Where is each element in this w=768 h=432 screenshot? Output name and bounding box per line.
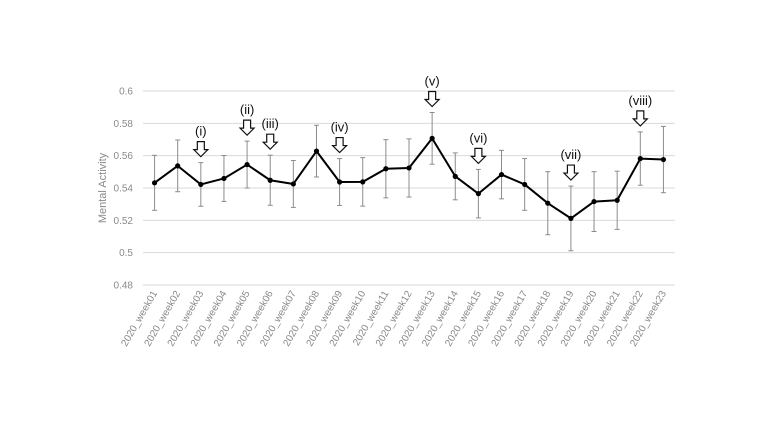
down-arrow-icon	[423, 90, 441, 108]
down-arrow-icon	[469, 147, 487, 165]
y-tick-label: 0.5	[119, 248, 133, 259]
data-point	[313, 148, 320, 154]
data-point	[614, 197, 620, 203]
data-point	[452, 173, 458, 179]
data-point	[290, 181, 296, 187]
y-tick-label: 0.48	[114, 281, 134, 292]
down-arrow-icon	[331, 136, 349, 154]
y-tick-label: 0.54	[114, 184, 134, 195]
data-point	[637, 155, 643, 162]
data-point	[198, 181, 204, 188]
y-axis: 0.48 0.5 0.52 0.54 0.56 0.58 0.6	[114, 87, 134, 292]
annotation-label: (vii)	[560, 147, 581, 162]
annotation-label: (i)	[195, 124, 207, 139]
data-point	[151, 180, 158, 186]
data-point	[360, 179, 366, 185]
y-tick-label: 0.6	[119, 87, 133, 98]
annotation-label: (iii)	[262, 116, 279, 131]
annotation-label: (viii)	[628, 93, 652, 108]
series-line	[151, 135, 667, 221]
data-point	[591, 198, 597, 205]
data-point	[406, 165, 412, 171]
down-arrow-icon	[631, 110, 649, 127]
data-point	[221, 175, 227, 182]
error-bars	[152, 112, 666, 252]
data-point	[475, 191, 481, 197]
data-point	[244, 161, 250, 168]
data-point	[568, 215, 574, 221]
y-axis-label: Mental Activity	[97, 152, 109, 223]
annotation-label: (vi)	[469, 130, 487, 145]
y-tick-label: 0.58	[114, 119, 134, 130]
down-arrow-icon	[192, 141, 210, 158]
annotation-label: (iv)	[331, 120, 349, 135]
data-point	[175, 163, 181, 169]
data-point	[498, 171, 505, 178]
down-arrow-icon	[238, 119, 256, 136]
data-point	[337, 179, 343, 185]
y-tick-label: 0.56	[114, 151, 134, 162]
data-point	[660, 156, 667, 163]
down-arrow-icon	[261, 133, 279, 151]
annotation-label: (ii)	[240, 102, 254, 117]
data-point	[545, 200, 551, 206]
down-arrow-icon	[562, 164, 580, 181]
data-point	[267, 177, 273, 183]
data-point	[429, 135, 435, 141]
data-point	[383, 166, 389, 172]
x-axis: 2020_week012020_week022020_week032020_we…	[119, 289, 669, 349]
annotations: (i) (ii) (iii) (iv) (v) (vi) (vii) (viii)	[192, 74, 652, 181]
annotation-label: (v)	[425, 74, 440, 89]
y-tick-label: 0.52	[114, 216, 134, 227]
data-point	[522, 181, 528, 188]
